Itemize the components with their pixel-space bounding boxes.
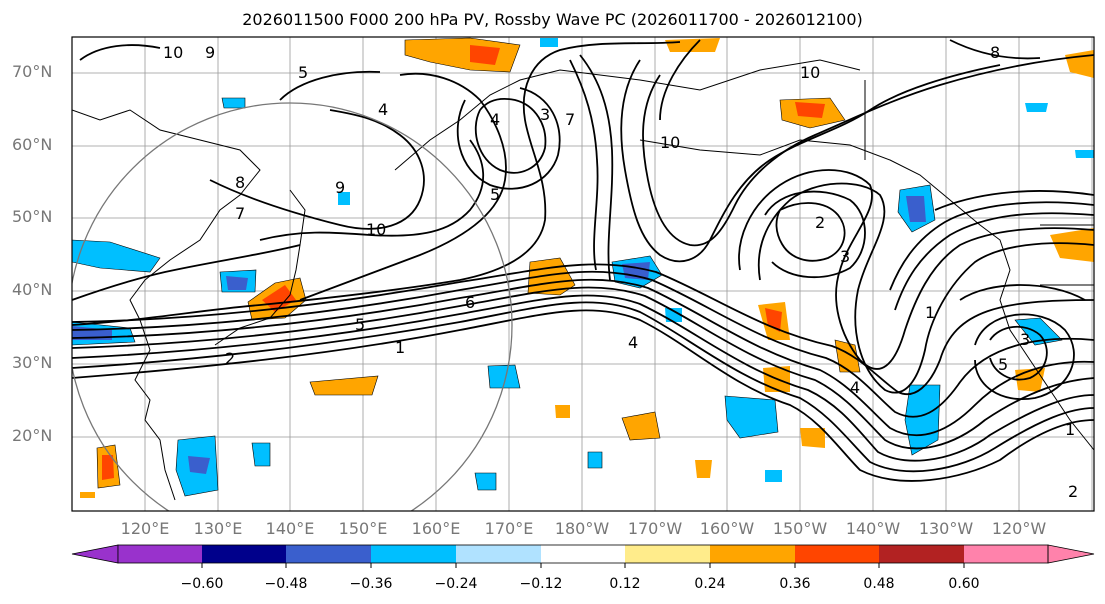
- colorbar: [71, 544, 1095, 568]
- lat-label: 70°N: [12, 62, 53, 81]
- colorbar-segment: [625, 545, 710, 563]
- contour-label: 10: [163, 43, 183, 62]
- lon-label: 150°E: [338, 519, 388, 538]
- colorbar-outline: [117, 544, 1049, 564]
- colorbar-tick-label: 0.12: [609, 576, 641, 592]
- contour-label: 8: [990, 43, 1000, 62]
- contour-label: 10: [800, 63, 820, 82]
- colorbar-tick-label: −0.60: [180, 576, 224, 592]
- reference-circle: [72, 102, 513, 511]
- contour-label: 5: [355, 315, 365, 334]
- contour-label: 3: [540, 105, 550, 124]
- contour-label: 9: [205, 43, 215, 62]
- colorbar-tick-label: −0.12: [519, 576, 563, 592]
- contour-label: 10: [366, 220, 386, 239]
- contour-label: 10: [660, 133, 680, 152]
- lon-label: 120°W: [991, 519, 1047, 538]
- colorbar-tick-label: 0.36: [779, 576, 811, 592]
- lat-label: 30°N: [12, 353, 53, 372]
- contour-label: 3: [840, 247, 850, 266]
- colorbar-segment: [879, 545, 964, 563]
- contour-label: 5: [298, 63, 308, 82]
- colorbar-tick-label: −0.36: [349, 576, 393, 592]
- colorbar-max-arrow: [1047, 544, 1095, 564]
- colorbar-segment: [286, 545, 371, 563]
- lon-label: 180°W: [554, 519, 610, 538]
- lon-label: 160°E: [411, 519, 461, 538]
- lon-label: 170°E: [484, 519, 534, 538]
- map-frame: [71, 36, 1095, 512]
- contour-label-group: 10 9 5 4 8 7 9 10 6 5 1 2 3 4 5 7 10 2 3…: [163, 43, 1078, 501]
- pv-contours: [72, 39, 1094, 482]
- contour-label: 2: [1068, 482, 1078, 501]
- contour-label: 4: [378, 100, 388, 119]
- lat-label: 60°N: [12, 135, 53, 154]
- lon-label: 140°W: [845, 519, 901, 538]
- contour-label: 6: [465, 293, 475, 312]
- lat-label: 50°N: [12, 207, 53, 226]
- map-content: 10 9 5 4 8 7 9 10 6 5 1 2 3 4 5 7 10 2 3…: [72, 37, 1094, 511]
- contour-label: 1: [395, 338, 405, 357]
- contour-label: 8: [235, 173, 245, 192]
- colorbar-ticks: [201, 563, 965, 568]
- colorbar-min-arrow: [71, 544, 119, 564]
- contour-label: 4: [490, 110, 500, 129]
- contour-label: 5: [998, 355, 1008, 374]
- colorbar-tick-label: 0.48: [863, 576, 895, 592]
- contour-label: 3: [1020, 330, 1030, 349]
- contour-label: 7: [565, 110, 575, 129]
- contour-label: 4: [628, 333, 638, 352]
- colorbar-segment: [710, 545, 795, 563]
- contour-label: 4: [850, 378, 860, 397]
- lon-label: 160°W: [699, 519, 755, 538]
- colorbar-tick-label: 0.24: [694, 576, 726, 592]
- lat-label: 40°N: [12, 280, 53, 299]
- colorbar-segment: [202, 545, 286, 563]
- lon-label: 170°W: [627, 519, 683, 538]
- colorbar-segment: [456, 545, 541, 563]
- colorbar-segment: [964, 545, 1048, 563]
- colorbar-segment: [795, 545, 879, 563]
- colorbar-segment: [118, 545, 202, 563]
- lat-label: 20°N: [12, 426, 53, 445]
- lon-label: 130°W: [918, 519, 974, 538]
- colorbar-segment: [541, 545, 625, 563]
- contour-label: 9: [335, 178, 345, 197]
- lon-label: 130°E: [193, 519, 243, 538]
- contour-label: 2: [815, 213, 825, 232]
- contour-label: 1: [925, 303, 935, 322]
- colorbar-tick-label: 0.60: [948, 576, 980, 592]
- contour-label: 2: [225, 349, 235, 368]
- map-title: 2026011500 F000 200 hPa PV, Rossby Wave …: [242, 10, 863, 29]
- colorbar-tick-label: −0.24: [434, 576, 478, 592]
- lon-label: 120°E: [120, 519, 170, 538]
- lon-label: 140°E: [265, 519, 315, 538]
- contour-label: 1: [1065, 420, 1075, 439]
- contour-label: 5: [490, 185, 500, 204]
- colorbar-segment: [371, 545, 456, 563]
- lon-label: 150°W: [772, 519, 828, 538]
- contour-label: 7: [235, 204, 245, 223]
- colorbar-tick-label: −0.48: [264, 576, 308, 592]
